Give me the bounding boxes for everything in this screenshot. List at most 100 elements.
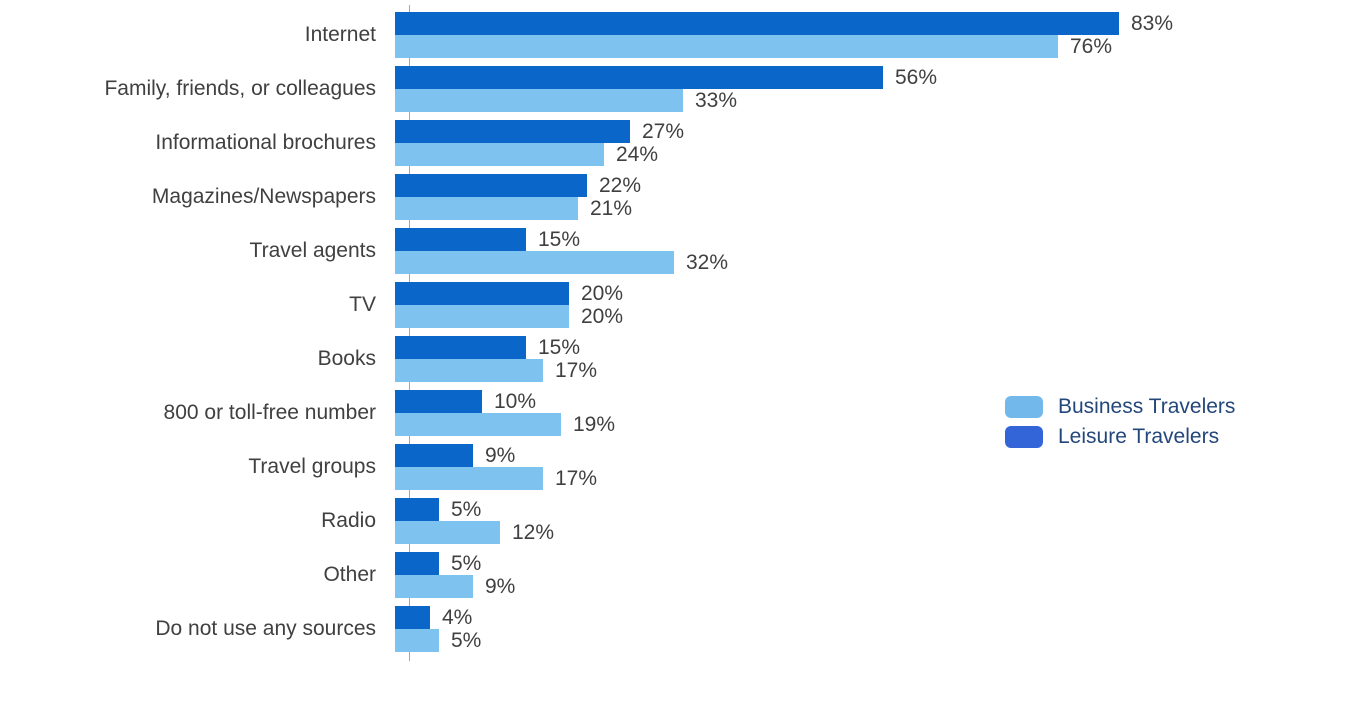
legend-item-business-travelers: Business Travelers (1005, 395, 1235, 419)
bar-leisure-travelers (395, 444, 473, 467)
bars-cell: 5% 9% (394, 552, 1356, 598)
category-label: Do not use any sources (155, 617, 376, 640)
bar-value-label: 32% (686, 250, 729, 274)
bars-cell: 15% 32% (394, 228, 1356, 274)
bar-business-travelers (395, 413, 561, 436)
bar-business-travelers (395, 575, 473, 598)
bar-leisure-travelers (395, 282, 569, 305)
bar-business-travelers (395, 89, 683, 112)
chart-row: Do not use any sources 4% 5% (0, 602, 1356, 656)
bar-line: 22% (395, 174, 1356, 197)
category-label: Informational brochures (155, 131, 376, 154)
bar-business-travelers (395, 143, 604, 166)
chart-row: 800 or toll-free number 10% 19% (0, 386, 1356, 440)
chart-row: Internet 83% 76% (0, 8, 1356, 62)
bar-value-label: 33% (695, 88, 738, 112)
category-label: Radio (321, 509, 376, 532)
chart-row: Travel agents 15% 32% (0, 224, 1356, 278)
bar-value-label: 24% (616, 142, 659, 166)
bar-line: 17% (395, 467, 1356, 490)
chart-row: Travel groups 9% 17% (0, 440, 1356, 494)
bar-leisure-travelers (395, 120, 630, 143)
bar-line: 5% (395, 629, 1356, 652)
bar-value-label: 15% (538, 227, 581, 251)
bar-value-label: 9% (485, 443, 516, 467)
bars-cell: 9% 17% (394, 444, 1356, 490)
category-label: Internet (304, 23, 376, 46)
bar-line: 56% (395, 66, 1356, 89)
bar-line: 12% (395, 521, 1356, 544)
bar-line: 4% (395, 606, 1356, 629)
bars-cell: 4% 5% (394, 606, 1356, 652)
bar-line: 32% (395, 251, 1356, 274)
bar-value-label: 27% (642, 119, 685, 143)
bars-cell: 10% 19% (394, 390, 1356, 436)
bar-line: 21% (395, 197, 1356, 220)
bar-value-label: 10% (494, 389, 537, 413)
bar-value-label: 12% (512, 520, 555, 544)
bar-line: 17% (395, 359, 1356, 382)
bar-leisure-travelers (395, 12, 1119, 35)
bar-value-label: 17% (555, 466, 598, 490)
bar-value-label: 5% (451, 497, 482, 521)
bar-value-label: 5% (451, 551, 482, 575)
category-label: Family, friends, or colleagues (104, 77, 376, 100)
bar-leisure-travelers (395, 390, 482, 413)
bars-cell: 83% 76% (394, 12, 1356, 58)
bar-line: 27% (395, 120, 1356, 143)
chart-rows: Internet 83% 76% Family, friends, or collea… (0, 8, 1356, 656)
bar-leisure-travelers (395, 174, 587, 197)
bar-leisure-travelers (395, 606, 430, 629)
legend-label-business-travelers: Business Travelers (1058, 395, 1236, 418)
chart-row: Informational brochures 27% 24% (0, 116, 1356, 170)
bar-line: 9% (395, 444, 1356, 467)
bar-line: 20% (395, 282, 1356, 305)
bar-value-label: 4% (442, 605, 473, 629)
bars-cell: 22% 21% (394, 174, 1356, 220)
chart-row: Radio 5% 12% (0, 494, 1356, 548)
bar-leisure-travelers (395, 552, 439, 575)
bars-cell: 15% 17% (394, 336, 1356, 382)
legend-swatch-leisure-travelers (1005, 426, 1043, 448)
legend: Business Travelers Leisure Travelers (1005, 395, 1235, 455)
bar-business-travelers (395, 521, 500, 544)
bar-value-label: 20% (581, 304, 624, 328)
bar-line: 19% (395, 413, 1356, 436)
bar-line: 5% (395, 498, 1356, 521)
bar-leisure-travelers (395, 228, 526, 251)
bar-value-label: 76% (1070, 34, 1113, 58)
bars-cell: 27% 24% (394, 120, 1356, 166)
bars-cell: 20% 20% (394, 282, 1356, 328)
category-label: TV (349, 293, 376, 316)
bars-cell: 5% 12% (394, 498, 1356, 544)
bar-leisure-travelers (395, 336, 526, 359)
bar-line: 20% (395, 305, 1356, 328)
chart-row: Other 5% 9% (0, 548, 1356, 602)
bar-value-label: 9% (485, 574, 516, 598)
bar-line: 33% (395, 89, 1356, 112)
category-label: Books (317, 347, 376, 370)
bar-value-label: 83% (1131, 11, 1174, 35)
bar-business-travelers (395, 359, 543, 382)
legend-item-leisure-travelers: Leisure Travelers (1005, 425, 1235, 449)
category-label: 800 or toll-free number (163, 401, 376, 424)
chart-row: TV 20% 20% (0, 278, 1356, 332)
legend-swatch-business-travelers (1005, 396, 1043, 418)
bars-cell: 56% 33% (394, 66, 1356, 112)
bar-value-label: 17% (555, 358, 598, 382)
bar-line: 10% (395, 390, 1356, 413)
bar-leisure-travelers (395, 66, 883, 89)
bar-value-label: 15% (538, 335, 581, 359)
bar-line: 76% (395, 35, 1356, 58)
bar-business-travelers (395, 629, 439, 652)
bar-business-travelers (395, 35, 1058, 58)
bar-line: 9% (395, 575, 1356, 598)
bar-value-label: 22% (599, 173, 642, 197)
bar-line: 15% (395, 336, 1356, 359)
chart-row: Family, friends, or colleagues 56% 33% (0, 62, 1356, 116)
bar-business-travelers (395, 305, 569, 328)
bar-line: 15% (395, 228, 1356, 251)
bar-line: 24% (395, 143, 1356, 166)
bar-business-travelers (395, 251, 674, 274)
